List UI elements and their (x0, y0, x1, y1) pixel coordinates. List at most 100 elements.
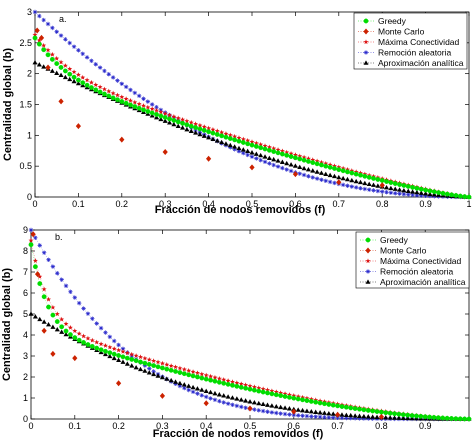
data-point (234, 396, 240, 401)
data-point (414, 189, 420, 195)
data-point (155, 359, 161, 365)
legend-marker (365, 279, 371, 284)
y-tick-label: 0 (27, 192, 32, 202)
data-point (278, 390, 284, 395)
x-tick-label: 0.7 (331, 421, 344, 431)
data-point (32, 9, 38, 15)
data-point (349, 170, 355, 176)
data-point (266, 147, 272, 153)
data-point (344, 176, 350, 182)
series-aproximaci-n-anal-tica (32, 59, 472, 199)
data-point (308, 398, 314, 404)
series-greedy (28, 242, 472, 422)
data-point (317, 410, 323, 415)
y-tick-label: 9 (23, 225, 28, 235)
data-point (227, 142, 233, 148)
data-point (387, 415, 393, 420)
data-point (59, 277, 64, 282)
data-point (292, 152, 298, 157)
data-point (400, 415, 406, 421)
data-point (275, 164, 281, 169)
data-point (63, 321, 69, 326)
y-tick-label: 3 (27, 7, 32, 17)
x-tick-label: 0 (32, 199, 37, 209)
data-point (59, 316, 65, 322)
data-point (247, 399, 253, 404)
data-point (301, 154, 307, 160)
data-point (67, 66, 73, 72)
data-point (265, 409, 270, 414)
data-point (457, 193, 463, 199)
data-point (238, 381, 244, 387)
data-point (256, 408, 261, 413)
data-point (98, 341, 104, 347)
data-point (158, 116, 164, 122)
data-point (103, 330, 108, 335)
data-point (295, 413, 301, 418)
y-tick-label: 0.5 (19, 161, 32, 171)
data-point (186, 372, 192, 378)
data-point (33, 235, 38, 241)
data-point (251, 384, 257, 390)
series-monte-carlo (30, 231, 384, 420)
data-point (462, 416, 468, 422)
data-point (45, 64, 51, 71)
data-point (154, 114, 160, 120)
data-point (295, 396, 301, 402)
data-point (247, 383, 253, 389)
data-point (190, 389, 196, 395)
data-point (193, 130, 199, 135)
chart-panel-a: 0 0.1 0.2 0.3 0.4 0.5 0.6 0.7 0.8 0.9 1 0 0.5 1 1.5 2 2.… (2, 7, 472, 216)
data-point (262, 146, 268, 152)
data-point (379, 182, 385, 189)
data-point (37, 274, 43, 279)
data-point (340, 165, 346, 171)
data-point (136, 105, 142, 111)
data-point (158, 113, 164, 119)
data-point (154, 107, 159, 113)
data-point (336, 164, 342, 170)
data-point (297, 156, 303, 162)
data-point (71, 69, 77, 75)
data-point (401, 183, 407, 188)
data-point (142, 363, 148, 368)
data-point (41, 17, 46, 23)
data-point (76, 300, 82, 306)
data-point (274, 410, 279, 416)
data-point (383, 415, 389, 420)
x-tick-label: 0.3 (159, 199, 172, 209)
data-point (225, 378, 231, 383)
data-point (405, 184, 411, 189)
data-point (405, 412, 411, 418)
data-point (41, 47, 47, 53)
data-point (45, 47, 51, 53)
data-point (286, 392, 292, 397)
data-point (32, 32, 38, 37)
x-tick-label: 0.1 (69, 421, 82, 431)
data-point (208, 389, 214, 395)
data-point (297, 171, 302, 176)
data-point (173, 369, 178, 374)
data-point (167, 116, 172, 122)
data-point (310, 160, 316, 166)
data-point (98, 325, 104, 331)
data-point (142, 368, 148, 373)
data-point (361, 407, 367, 413)
data-point (370, 414, 376, 419)
data-point (84, 77, 90, 83)
data-point (175, 119, 181, 125)
data-point (142, 355, 148, 361)
data-point (269, 410, 275, 415)
data-point (230, 402, 235, 407)
y-tick-label: 8 (23, 246, 28, 256)
data-point (457, 416, 463, 422)
data-point (358, 172, 363, 178)
data-point (260, 386, 266, 392)
data-point (348, 405, 354, 411)
data-point (204, 394, 209, 400)
data-point (335, 403, 340, 409)
data-point (133, 358, 139, 364)
data-point (193, 121, 199, 127)
data-point (75, 72, 81, 77)
data-point (46, 321, 52, 327)
